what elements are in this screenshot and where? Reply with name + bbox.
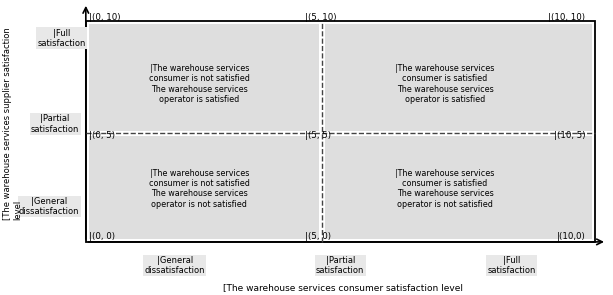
Text: |(10, 5): |(10, 5)	[554, 131, 585, 140]
Text: |The warehouse services
consumer is satisfied
The warehouse services
operator is: |The warehouse services consumer is sati…	[395, 64, 495, 104]
Text: |Full
satisfaction: |Full satisfaction	[488, 256, 536, 275]
Text: |Partial
satisfaction: |Partial satisfaction	[316, 256, 364, 275]
Text: |(0, 0): |(0, 0)	[89, 232, 115, 241]
Bar	[89, 136, 319, 239]
Text: |Full
satisfaction: |Full satisfaction	[37, 29, 85, 48]
Text: |(0, 5): |(0, 5)	[89, 131, 115, 140]
Text: |Partial
satisfaction: |Partial satisfaction	[31, 114, 79, 134]
Bar	[326, 136, 592, 239]
Text: |(5, 0): |(5, 0)	[305, 232, 330, 241]
Text: [The warehouse services consumer satisfaction level: [The warehouse services consumer satisfa…	[223, 283, 463, 292]
Bar	[326, 24, 592, 130]
Text: |The warehouse services
consumer is not satisfied
The warehouse services
operato: |The warehouse services consumer is not …	[149, 64, 249, 104]
Text: |General
dissatisfaction: |General dissatisfaction	[19, 197, 79, 216]
Text: |(0, 10): |(0, 10)	[89, 13, 120, 22]
Text: [The warehouse services supplier satisfaction
level: [The warehouse services supplier satisfa…	[3, 27, 23, 220]
Text: |(10,0): |(10,0)	[557, 232, 585, 241]
Text: |The warehouse services
consumer is not satisfied
The warehouse services
operato: |The warehouse services consumer is not …	[149, 169, 249, 209]
Text: |(5, 10): |(5, 10)	[305, 13, 336, 22]
Text: |(10, 10): |(10, 10)	[549, 13, 585, 22]
Bar	[89, 24, 319, 130]
Text: |The warehouse services
consumer is satisfied
The warehouse services
operator is: |The warehouse services consumer is sati…	[395, 169, 495, 209]
Bar	[86, 21, 595, 242]
Text: |General
dissatisfaction: |General dissatisfaction	[145, 256, 205, 275]
Text: |(5, 5): |(5, 5)	[305, 131, 330, 140]
